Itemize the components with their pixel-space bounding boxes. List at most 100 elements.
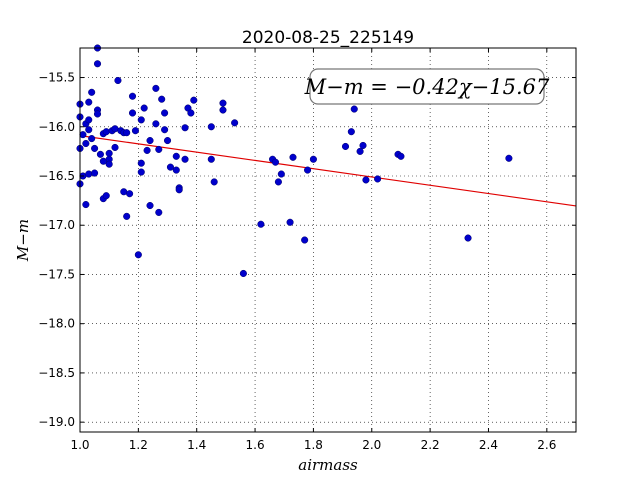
data-point: [175, 186, 183, 194]
grid: [79, 48, 576, 432]
data-point: [82, 201, 90, 209]
data-point: [128, 109, 137, 117]
data-point: [505, 154, 513, 162]
x-tick-label: 1.0: [70, 438, 89, 452]
data-point: [219, 106, 227, 114]
data-point: [166, 163, 174, 171]
data-point: [341, 142, 350, 151]
y-tick-label: −16.5: [38, 169, 75, 183]
data-point: [172, 166, 180, 174]
data-point: [114, 76, 122, 85]
y-tick-label: −16.0: [38, 120, 75, 134]
fit-line-group: [79, 135, 577, 207]
data-point: [102, 192, 110, 200]
x-ticks: 1.0 1.2 1.4 1.6 1.8 2.0 2.2 2.4 2.6: [70, 48, 556, 452]
data-point: [347, 128, 355, 136]
data-point: [155, 145, 163, 153]
data-point: [155, 208, 163, 216]
y-tick-label: −15.5: [38, 71, 75, 85]
x-tick-label: 2.4: [479, 438, 498, 452]
chart-title: 2020-08-25_225149: [242, 28, 414, 48]
data-point: [85, 170, 93, 178]
data-point: [146, 201, 154, 210]
data-point: [190, 96, 198, 104]
data-point: [143, 146, 151, 154]
data-point: [257, 220, 265, 228]
plot-frame: [79, 47, 577, 433]
data-point: [128, 92, 137, 100]
x-tick-label: 2.6: [537, 438, 556, 452]
data-point: [210, 178, 218, 186]
data-point: [88, 88, 96, 96]
y-axis-label: M−m: [14, 219, 32, 262]
x-tick-label: 1.4: [187, 438, 206, 452]
data-point: [359, 141, 367, 150]
data-point: [137, 159, 145, 167]
data-point: [152, 84, 160, 92]
data-point: [152, 120, 160, 128]
data-point: [91, 144, 99, 152]
data-point: [93, 110, 102, 118]
y-tick-label: −18.0: [38, 317, 75, 331]
data-point: [140, 104, 148, 112]
data-point: [231, 119, 239, 127]
data-point: [464, 234, 472, 242]
data-point: [123, 212, 131, 220]
data-point: [301, 236, 309, 244]
data-point: [131, 127, 139, 135]
data-point: [111, 143, 119, 151]
data-point: [181, 155, 189, 163]
annotation-text: M−m = −0.42χ−15.67: [304, 75, 550, 99]
data-point: [161, 109, 169, 117]
x-tick-label: 1.2: [129, 438, 148, 452]
data-point: [91, 169, 99, 177]
data-point: [289, 153, 297, 161]
data-point: [88, 135, 96, 143]
y-tick-label: −17.5: [38, 267, 75, 281]
data-point: [96, 150, 104, 158]
data-point: [163, 137, 172, 145]
data-point: [137, 168, 145, 176]
x-axis-label: airmass: [298, 456, 358, 474]
data-point: [274, 178, 282, 186]
x-tick-label: 2.0: [362, 438, 381, 452]
data-points: [76, 44, 513, 278]
x-tick-label: 1.6: [246, 438, 265, 452]
data-point: [85, 116, 93, 124]
x-tick-label: 2.2: [421, 438, 440, 452]
data-point: [105, 149, 113, 157]
data-point: [172, 152, 180, 160]
data-point: [356, 147, 364, 155]
y-tick-label: −19.0: [38, 415, 75, 429]
data-point: [219, 99, 227, 107]
data-point: [85, 98, 93, 106]
data-point: [374, 175, 382, 183]
data-point: [181, 124, 189, 132]
data-point: [239, 269, 247, 278]
data-point: [82, 139, 90, 148]
data-point: [79, 131, 87, 139]
data-point: [102, 128, 110, 136]
data-point: [271, 158, 280, 166]
data-point: [309, 155, 317, 163]
data-point: [123, 129, 131, 137]
annotation-box: [309, 68, 545, 105]
plot-area: [80, 48, 576, 432]
data-point: [137, 116, 145, 124]
y-ticks: −15.5 −16.0 −16.5 −17.0 −17.5 −18.0 −18.5 −19.0: [38, 71, 576, 429]
data-point: [126, 190, 134, 198]
data-point: [187, 109, 195, 117]
y-tick-label: −18.5: [38, 366, 75, 380]
x-tick-label: 1.8: [304, 438, 323, 452]
data-point: [397, 152, 405, 160]
data-point: [362, 176, 370, 184]
data-point: [85, 126, 93, 134]
data-point: [207, 155, 215, 163]
data-point: [350, 105, 358, 113]
data-point: [304, 166, 312, 174]
data-point: [93, 60, 102, 68]
data-point: [146, 137, 154, 145]
data-point: [158, 95, 166, 103]
y-tick-label: −17.0: [38, 218, 75, 232]
